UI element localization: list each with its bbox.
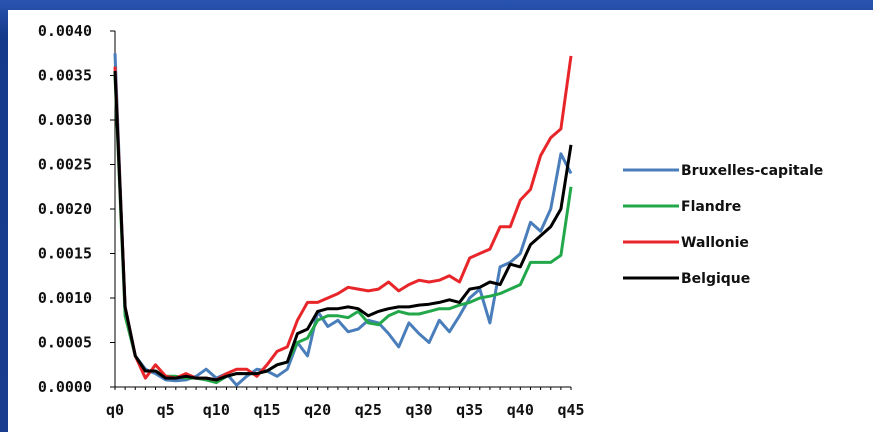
- legend-label: Flandre: [681, 199, 741, 215]
- y-tick-label: 0.0025: [38, 156, 92, 174]
- x-tick-label: q35: [456, 401, 483, 419]
- x-tick-label: q15: [253, 401, 280, 419]
- series-line: [113, 71, 573, 382]
- chart-axes: [110, 30, 572, 390]
- x-tick-label: q30: [405, 401, 432, 419]
- chart-panel: 0.0000 0.0005 0.0010 0.0015 0.0020 0.0025 0.00…: [8, 10, 873, 432]
- legend-label: Wallonie: [681, 235, 749, 251]
- x-tick-label: q25: [355, 401, 382, 419]
- x-tick-label: q5: [157, 401, 175, 419]
- series-line: [113, 55, 573, 382]
- y-tick-label: 0.0020: [38, 200, 92, 218]
- x-tick-label: q10: [203, 401, 230, 419]
- series-line: [113, 75, 573, 385]
- x-tick-labels: q0 q5 q10 q15 q20 q25 q30 q35 q40 q45: [106, 401, 585, 419]
- line-chart: 0.0000 0.0005 0.0010 0.0015 0.0020 0.0025 0.00…: [38, 22, 824, 419]
- y-tick-label: 0.0040: [38, 22, 92, 40]
- legend-label: Belgique: [681, 271, 750, 287]
- y-tick-label: 0.0015: [38, 245, 92, 263]
- x-tick-label: q40: [507, 401, 534, 419]
- y-tick-label: 0.0030: [38, 111, 92, 129]
- y-tick-label: 0.0035: [38, 67, 92, 85]
- y-tick-label: 0.0005: [38, 334, 92, 352]
- y-tick-label: 0.0010: [38, 289, 92, 307]
- x-tick-label: q0: [106, 401, 124, 419]
- series-lines: [113, 53, 573, 387]
- legend-label: Bruxelles-capitale: [681, 163, 823, 179]
- series-line: [113, 53, 573, 387]
- x-tick-label: q20: [304, 401, 331, 419]
- y-tick-label: 0.0000: [38, 378, 92, 396]
- y-tick-labels: 0.0000 0.0005 0.0010 0.0015 0.0020 0.0025 0.00…: [38, 22, 92, 396]
- chart-legend: Bruxelles-capitale Flandre Wallonie Belgiqu…: [623, 163, 823, 287]
- x-tick-label: q45: [557, 401, 584, 419]
